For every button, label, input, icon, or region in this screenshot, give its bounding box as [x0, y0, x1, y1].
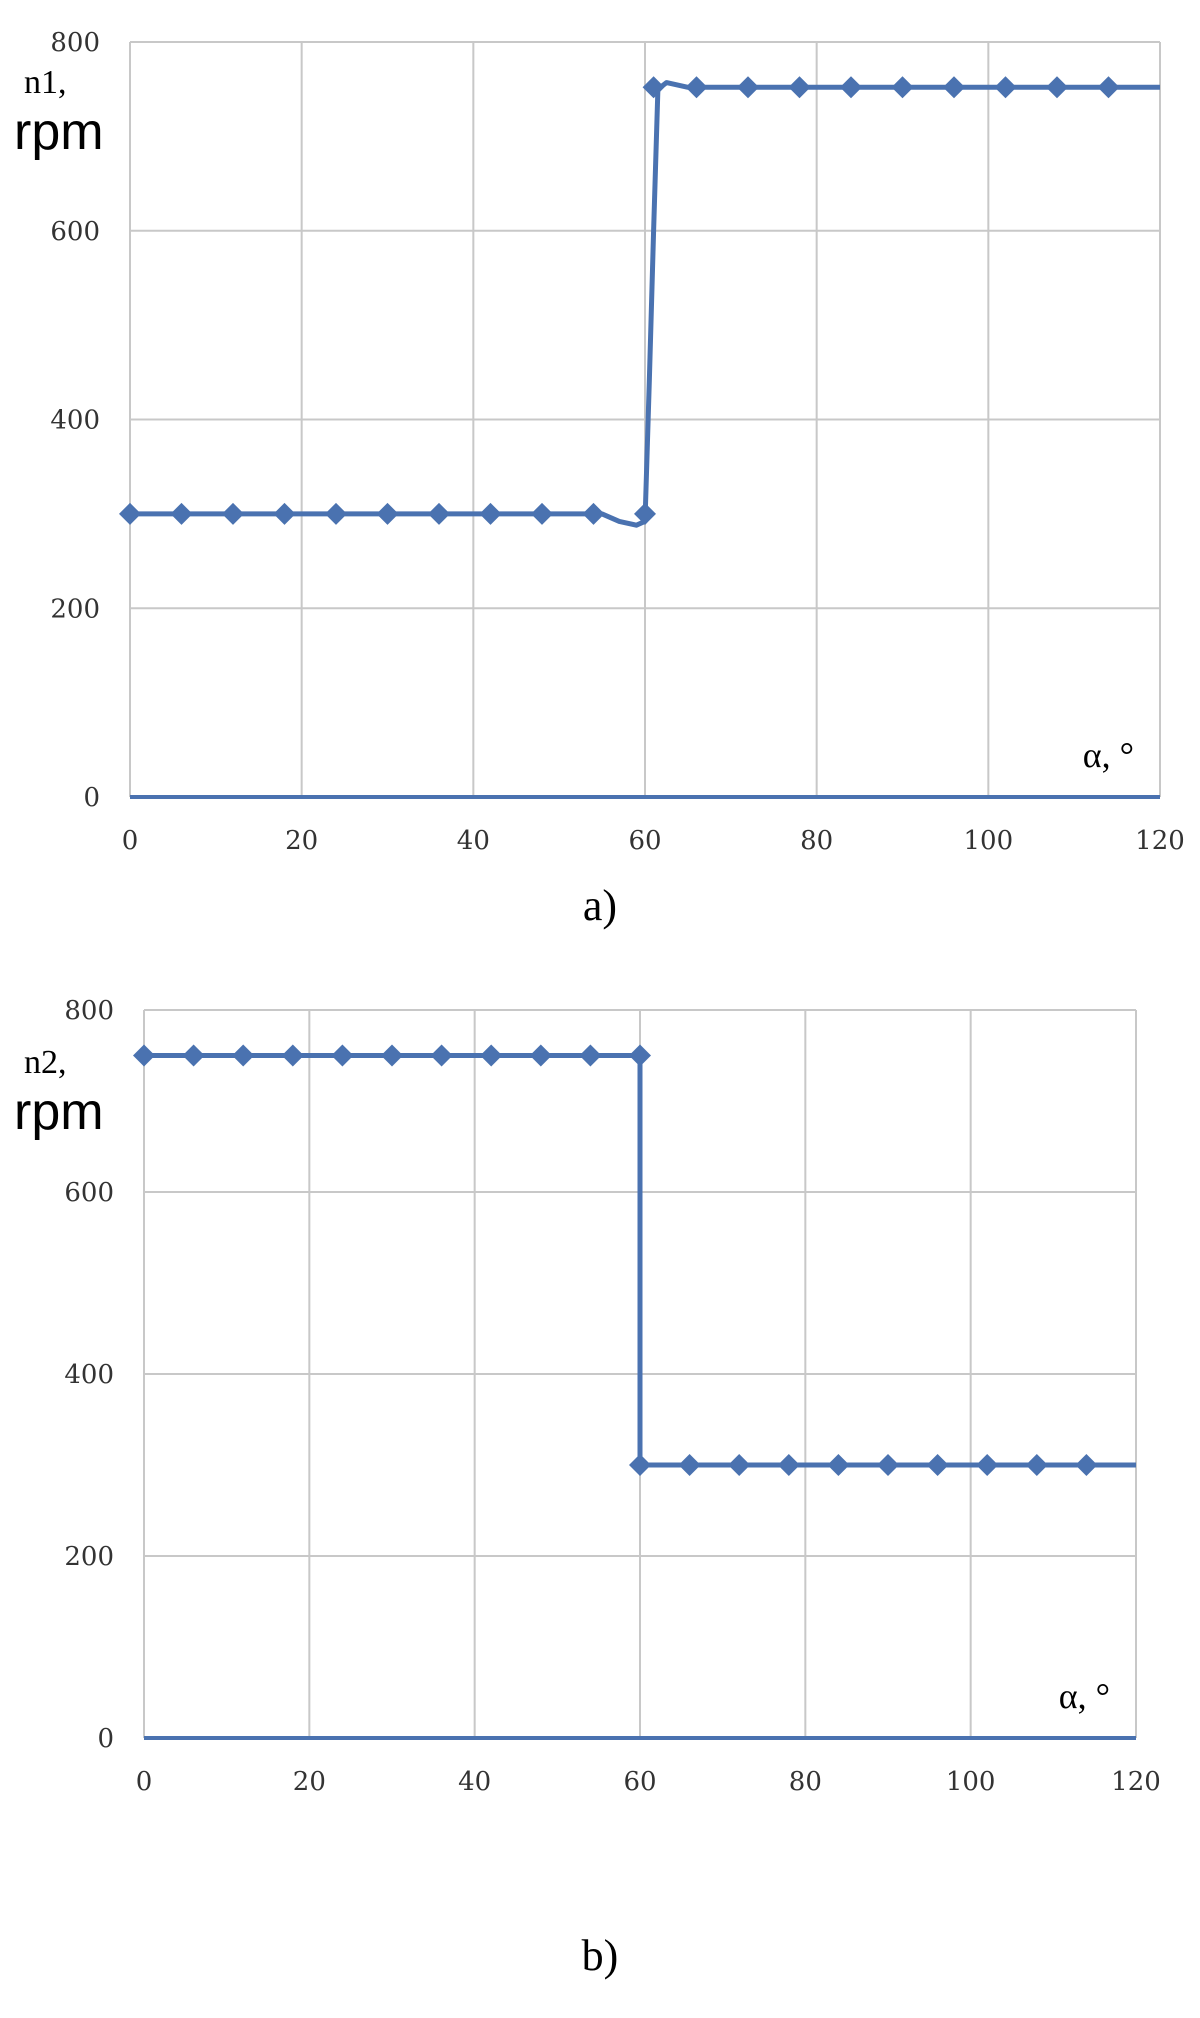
data-point — [480, 1044, 503, 1067]
x-axis-label: α, ° — [1083, 735, 1134, 775]
data-point — [629, 1044, 651, 1067]
y-tick-label: 800 — [64, 996, 114, 1026]
y-tick-label: 600 — [50, 217, 100, 247]
y-axis-unit: rpm — [14, 103, 104, 161]
x-tick-label: 60 — [623, 1767, 656, 1797]
x-tick-label: 60 — [628, 826, 661, 856]
series-line — [130, 80, 1160, 528]
y-tick-label: 400 — [64, 1360, 114, 1390]
chart-a: 0 20 40 60 80 100 120 0 200 400 600 800 α, ° — [50, 28, 1185, 856]
data-point — [222, 502, 244, 525]
data-point — [331, 1044, 354, 1067]
x-tick-label: 100 — [964, 826, 1014, 856]
x-tick-label: 120 — [1135, 826, 1185, 856]
x-tick-label: 80 — [800, 826, 833, 856]
data-point — [376, 502, 399, 525]
chart-b: 0 20 40 60 80 100 120 0 200 400 600 800 α, ° — [64, 996, 1161, 1797]
y-tick-label: 0 — [83, 783, 100, 813]
y-tick-label: 200 — [50, 594, 100, 624]
y-axis-label: n1, rpm — [14, 64, 104, 158]
data-point — [1075, 1454, 1098, 1476]
data-point — [788, 76, 811, 99]
y-tick-label: 200 — [64, 1542, 114, 1572]
data-point — [579, 1044, 602, 1067]
data-point — [943, 76, 965, 99]
x-axis-label: α, ° — [1059, 1676, 1110, 1716]
data-point — [728, 1454, 751, 1476]
data-point — [877, 1454, 899, 1476]
data-point — [529, 1044, 552, 1067]
data-point — [182, 1044, 205, 1067]
y-tick-label: 400 — [50, 406, 100, 436]
x-tick-label: 0 — [122, 826, 139, 856]
data-point — [170, 502, 193, 525]
x-tick-label: 80 — [789, 1767, 822, 1797]
grid — [129, 41, 1161, 798]
data-point — [281, 1044, 304, 1067]
panel-caption: b) — [581, 1931, 619, 1980]
data-point — [1097, 76, 1120, 99]
chart-panel-a: 0 20 40 60 80 100 120 0 200 400 600 800 α, ° n1, rpm… — [0, 0, 1200, 960]
data-point — [582, 502, 605, 525]
data-point — [133, 1044, 155, 1067]
data-point — [976, 1454, 999, 1476]
y-axis-unit: rpm — [14, 1083, 104, 1141]
data-point — [642, 76, 665, 99]
y-axis-symbol: n1, — [24, 64, 67, 101]
data-point — [634, 502, 656, 525]
data-point — [1046, 76, 1068, 99]
data-point — [1025, 1454, 1048, 1476]
data-point — [840, 76, 862, 99]
data-point — [629, 1454, 651, 1476]
series-line — [144, 1053, 1136, 1468]
data-point — [777, 1454, 800, 1476]
data-point — [994, 76, 1017, 99]
data-point — [685, 76, 708, 99]
y-tick-label: 800 — [50, 28, 100, 58]
data-point — [926, 1454, 949, 1476]
data-point — [737, 76, 759, 99]
data-point — [891, 76, 914, 99]
data-point — [531, 502, 553, 525]
data-point — [430, 1044, 453, 1067]
x-tick-label: 100 — [946, 1767, 996, 1797]
x-tick-label: 120 — [1111, 1767, 1161, 1797]
data-point — [428, 502, 450, 525]
x-tick-label: 20 — [285, 826, 318, 856]
data-point — [119, 502, 141, 525]
data-point — [479, 502, 502, 525]
data-point — [678, 1454, 701, 1476]
x-tick-label: 20 — [293, 1767, 326, 1797]
chart-panel-b: 0 20 40 60 80 100 120 0 200 400 600 800 α, ° n2, rpm… — [0, 960, 1200, 2018]
x-tick-label: 40 — [457, 826, 490, 856]
data-point — [232, 1044, 255, 1067]
y-axis-label: n2, rpm — [14, 1044, 104, 1138]
panel-caption: a) — [582, 881, 618, 930]
x-tick-label: 40 — [458, 1767, 491, 1797]
data-point — [827, 1454, 850, 1476]
y-tick-label: 600 — [64, 1178, 114, 1208]
data-point — [325, 502, 347, 525]
y-tick-label: 0 — [97, 1724, 114, 1754]
y-axis-symbol: n2, — [24, 1044, 67, 1081]
data-point — [273, 502, 296, 525]
data-point — [381, 1044, 403, 1067]
x-tick-label: 0 — [136, 1767, 153, 1797]
